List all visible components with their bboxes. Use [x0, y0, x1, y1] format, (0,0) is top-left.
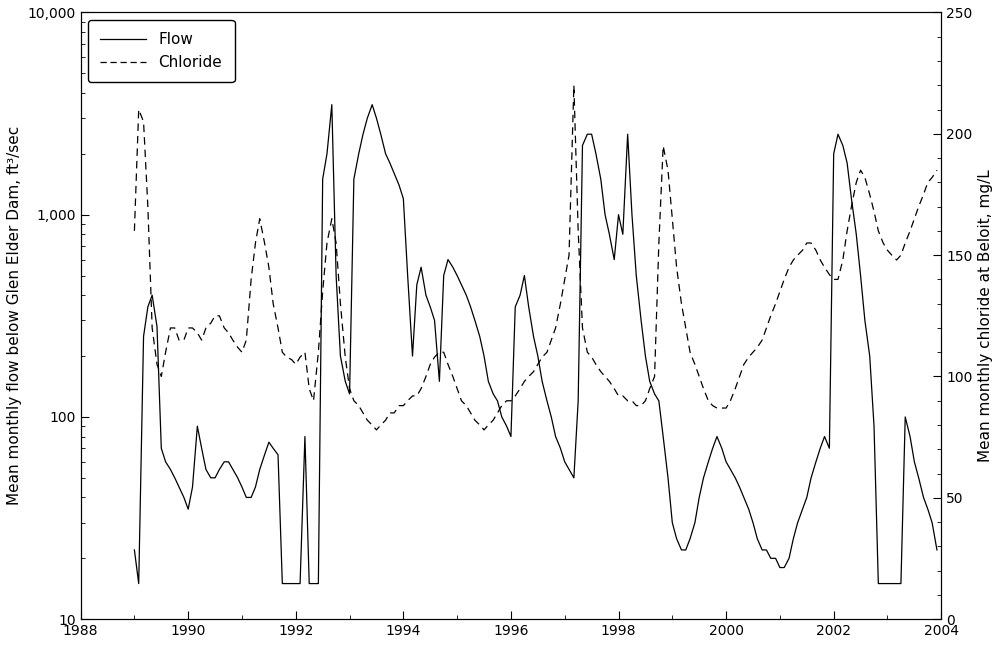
Line: Flow: Flow	[134, 104, 937, 584]
Flow	[128, 546, 140, 554]
Y-axis label: Mean monthly flow below Glen Elder Dam, ft³/sec: Mean monthly flow below Glen Elder Dam, …	[7, 126, 22, 506]
Chloride	[128, 227, 140, 235]
Chloride	[370, 426, 382, 433]
Flow	[299, 433, 311, 441]
Flow	[850, 230, 862, 238]
Flow	[326, 101, 338, 108]
Flow	[931, 546, 943, 554]
Flow	[913, 474, 925, 482]
Y-axis label: Mean monthly chloride at Beloit, mg/L: Mean monthly chloride at Beloit, mg/L	[978, 170, 993, 462]
Chloride	[913, 203, 925, 210]
Chloride	[850, 179, 862, 186]
Flow	[442, 255, 454, 263]
Chloride	[438, 348, 450, 356]
Legend: Flow, Chloride: Flow, Chloride	[88, 20, 234, 82]
Flow	[133, 580, 145, 588]
Flow	[146, 292, 158, 299]
Line: Chloride: Chloride	[134, 85, 937, 430]
Chloride	[568, 81, 580, 89]
Chloride	[142, 203, 154, 210]
Flow	[227, 466, 239, 473]
Chloride	[294, 353, 306, 361]
Chloride	[931, 166, 943, 174]
Chloride	[223, 329, 235, 337]
